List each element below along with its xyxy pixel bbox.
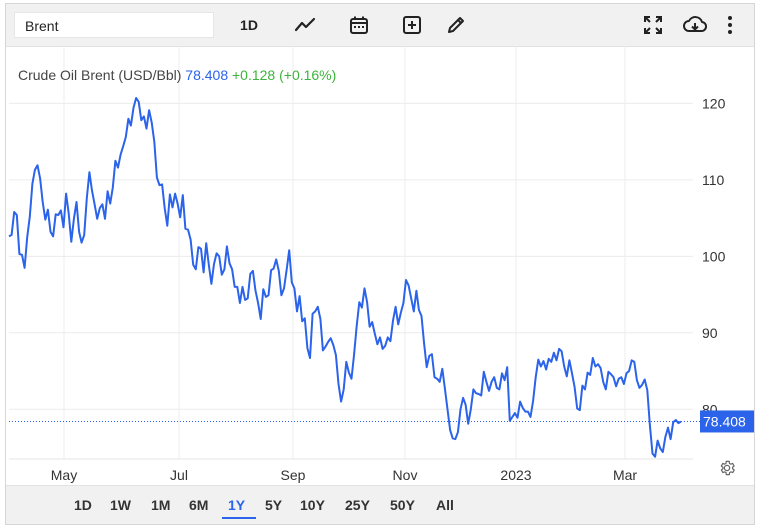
active-range-underline: [222, 517, 256, 519]
chart-widget: Brent 1D 80 90 100 110 120 May Jul Sep Nov 2023 M…: [5, 3, 755, 525]
x-tick-label: Nov: [393, 467, 418, 483]
series-line: [8, 97, 682, 458]
last-price-badge: 78.408: [700, 410, 754, 433]
range-bar: 1D 1W 1M 6M 1Y 5Y 10Y 25Y 50Y All: [6, 485, 754, 524]
symbol-search-input[interactable]: Brent: [14, 12, 214, 38]
x-tick-label: Jul: [170, 467, 188, 483]
range-button-1y[interactable]: 1Y: [228, 497, 246, 513]
range-button-1w[interactable]: 1W: [110, 497, 131, 513]
y-tick-label: 90: [702, 325, 718, 341]
legend-name: Crude Oil Brent (USD/Bbl): [18, 67, 182, 83]
legend-value: 78.408: [185, 67, 229, 83]
range-button-1m[interactable]: 1M: [151, 497, 171, 513]
toolbar: Brent 1D: [6, 4, 754, 47]
download-icon[interactable]: [680, 12, 710, 38]
y-tick-label: 100: [702, 248, 726, 264]
settings-gear-icon[interactable]: [718, 459, 736, 482]
interval-button[interactable]: 1D: [240, 17, 258, 33]
legend-change: +0.128 (+0.16%): [232, 67, 337, 83]
x-tick-label: Sep: [281, 467, 306, 483]
series-legend: Crude Oil Brent (USD/Bbl) 78.408 +0.128 …: [18, 67, 336, 83]
line-chart-icon[interactable]: [290, 12, 320, 38]
range-button-5y[interactable]: 5Y: [265, 497, 283, 513]
draw-icon[interactable]: [443, 12, 469, 38]
add-indicator-icon[interactable]: [399, 12, 425, 38]
range-button-50y[interactable]: 50Y: [390, 497, 415, 513]
range-button-10y[interactable]: 10Y: [300, 497, 325, 513]
x-tick-label: Mar: [613, 467, 637, 483]
x-tick-label: 2023: [500, 467, 531, 483]
range-button-all[interactable]: All: [436, 497, 454, 513]
more-icon[interactable]: [720, 12, 740, 38]
last-price-label: 78.408: [703, 413, 746, 429]
range-button-25y[interactable]: 25Y: [345, 497, 370, 513]
range-button-1d[interactable]: 1D: [74, 497, 92, 513]
calendar-icon[interactable]: [346, 12, 372, 38]
fullscreen-icon[interactable]: [640, 12, 666, 38]
y-tick-label: 110: [702, 172, 725, 188]
y-tick-label: 120: [702, 95, 726, 111]
range-button-6m[interactable]: 6M: [189, 497, 209, 513]
x-tick-label: May: [51, 467, 77, 483]
